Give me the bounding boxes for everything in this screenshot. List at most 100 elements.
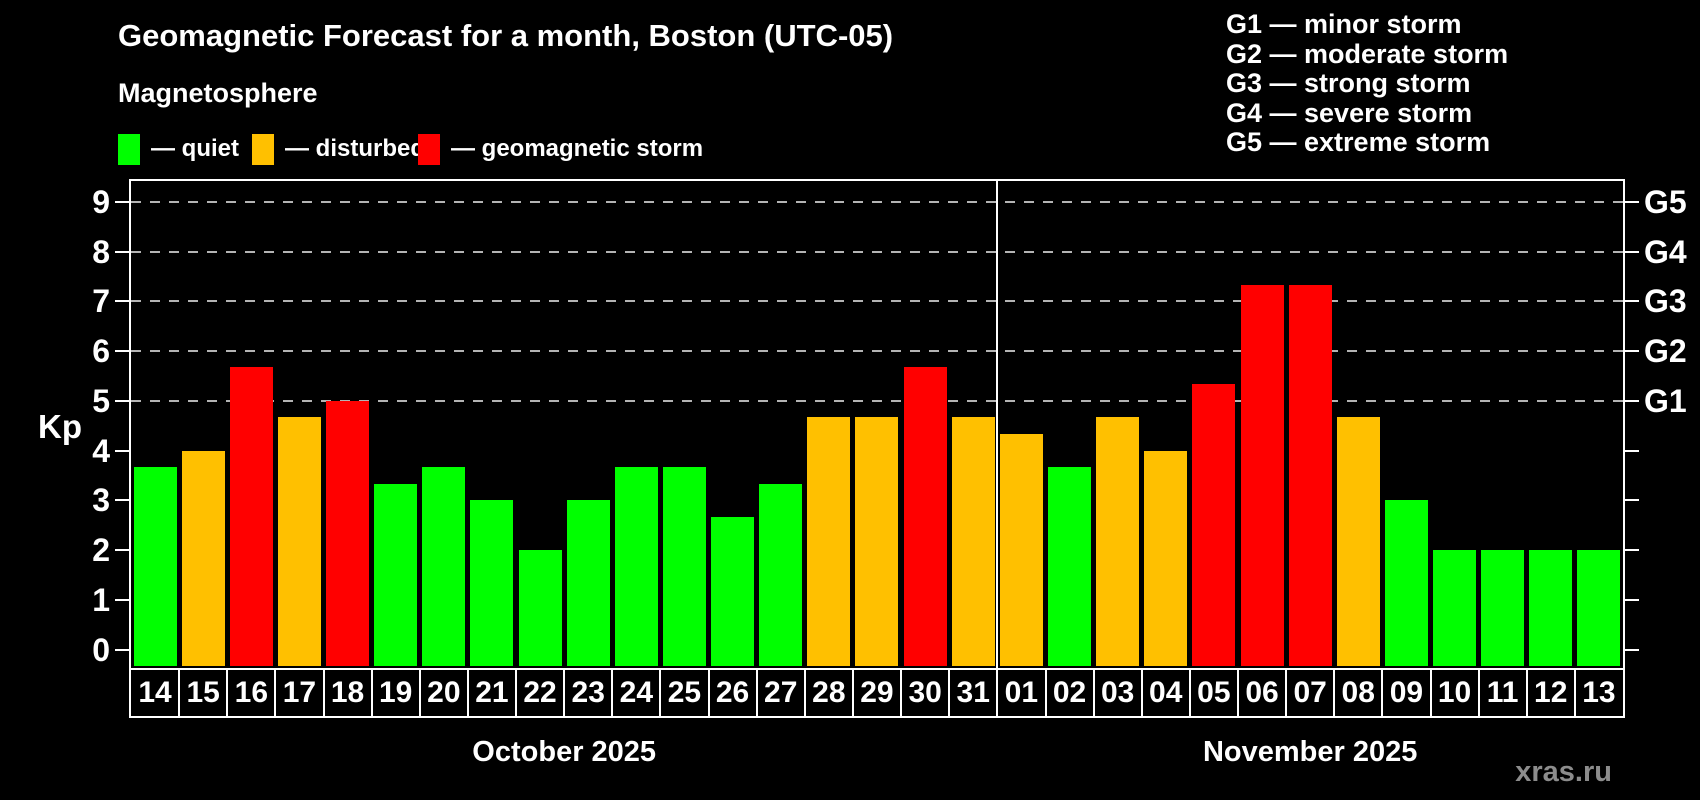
kp-bar-1-13 [1577,550,1621,666]
kp-bar-0-19 [374,483,418,666]
kp-bar-0-15 [181,450,225,666]
quiet-color-swatch-icon [118,133,140,165]
legend-label-storm: — geomagnetic storm [451,135,704,162]
y-axis-tick-label-3: 3 [92,482,110,519]
day-label-0-21: 21 [475,676,509,709]
chart-subtitle: Magnetosphere [118,78,318,108]
day-label-0-20: 20 [427,676,461,709]
g-scale-legend-line-g5: G5 — extreme storm [1226,127,1491,157]
kp-bar-0-16 [229,367,273,666]
day-cell-separator [1573,670,1576,716]
right-axis-label-g5: G5 [1644,183,1687,220]
day-cell-separator [1333,670,1336,716]
day-label-0-17: 17 [282,676,317,709]
y-axis-tick-label-9: 9 [92,183,110,220]
y-axis-tick-right-1 [1625,598,1639,601]
kp-bar-1-02 [1048,466,1092,666]
gridline-kp5 [131,399,1623,402]
day-label-0-19: 19 [378,676,413,709]
day-label-1-04: 04 [1149,676,1183,709]
day-cell-separator [611,670,614,716]
day-cell-separator [851,670,854,716]
day-cell-separator [1477,670,1480,716]
day-cell-separator [1188,670,1191,716]
kp-bar-0-25 [662,466,706,666]
kp-bar-1-09 [1384,500,1428,667]
kp-bar-1-03 [1096,417,1140,666]
g-scale-legend-line-g2: G2 — moderate storm [1226,38,1509,69]
day-cell-separator [1525,670,1528,716]
day-label-1-10: 10 [1437,676,1472,709]
kp-bar-1-07 [1288,284,1332,666]
day-cell-separator [803,670,806,716]
day-label-0-30: 30 [908,676,942,709]
day-label-0-23: 23 [571,676,605,709]
legend-label-disturbed: — disturbed [285,135,426,162]
y-axis-tick-right-8 [1625,250,1639,253]
day-label-1-06: 06 [1245,676,1279,709]
day-label-1-07: 07 [1293,676,1327,709]
day-label-0-15: 15 [186,676,220,709]
y-axis-title: Kp [38,408,82,445]
day-cell-separator [707,670,710,716]
day-cell-separator [370,670,373,716]
y-axis-tick-label-1: 1 [92,581,110,618]
day-cell-separator [1237,670,1239,716]
gridline-kp7 [131,300,1623,303]
y-axis-tick-left-2 [115,549,129,551]
day-cell-separator [948,670,951,716]
y-axis-tick-right-2 [1625,549,1639,551]
y-axis-tick-left-0 [115,648,129,651]
day-label-0-31: 31 [956,676,990,709]
day-cell-separator [1092,670,1095,716]
day-cell-separator [1381,670,1384,716]
y-axis-tick-left-3 [115,499,129,502]
day-cell-separator [996,670,999,716]
kp-bar-0-29 [855,417,899,666]
day-label-0-25: 25 [667,676,702,709]
day-label-0-28: 28 [812,676,846,709]
watermark: xras.ru [1515,756,1612,788]
plot-area [129,179,1625,668]
kp-bar-0-31 [951,417,995,666]
day-cell-separator [1140,670,1143,716]
y-axis-tick-label-7: 7 [92,283,110,320]
kp-bar-1-01 [999,434,1043,666]
day-cell-separator [900,670,903,716]
g-scale-legend-line-g4: G4 — severe storm [1226,97,1473,128]
day-cell-separator [659,670,662,716]
g-scale-legend: G1 — minor storm G2 — moderate storm G3 … [1226,9,1509,158]
month-label-0: October 2025 [472,736,657,768]
g-scale-legend-line-g1: G1 — minor storm [1226,9,1462,39]
day-label-1-05: 05 [1197,676,1231,709]
right-axis-label-g1: G1 [1644,382,1687,419]
day-label-1-13: 13 [1582,676,1616,709]
y-axis-tick-left-5 [115,399,129,402]
y-axis-tick-label-6: 6 [92,333,110,369]
y-axis-tick-left-6 [115,350,129,352]
kp-bar-0-18 [326,400,370,667]
kp-bar-0-23 [566,500,610,667]
page-title: Geomagnetic Forecast for a month, Boston… [118,18,894,53]
day-label-0-29: 29 [860,676,894,709]
kp-bar-0-30 [903,367,947,666]
day-label-0-27: 27 [764,676,798,709]
gridline-kp8 [131,250,1623,253]
month-label-1: November 2025 [1202,736,1418,768]
day-label-1-12: 12 [1534,676,1568,709]
kp-bar-1-04 [1144,450,1188,666]
y-axis-tick-right-0 [1625,648,1639,651]
y-axis-tick-left-9 [115,200,129,203]
day-label-0-18: 18 [330,676,365,709]
y-axis-tick-right-9 [1625,200,1639,203]
kp-bar-0-28 [807,417,851,666]
day-cell-separator [274,670,277,716]
day-cell-separator [226,670,229,716]
kp-bar-0-17 [277,417,321,666]
day-cell-separator [418,670,421,716]
day-label-0-26: 26 [715,676,750,709]
x-axis-day-label-row [129,668,1625,718]
storm-color-swatch-icon [418,133,440,165]
y-axis-tick-label-8: 8 [92,233,110,270]
